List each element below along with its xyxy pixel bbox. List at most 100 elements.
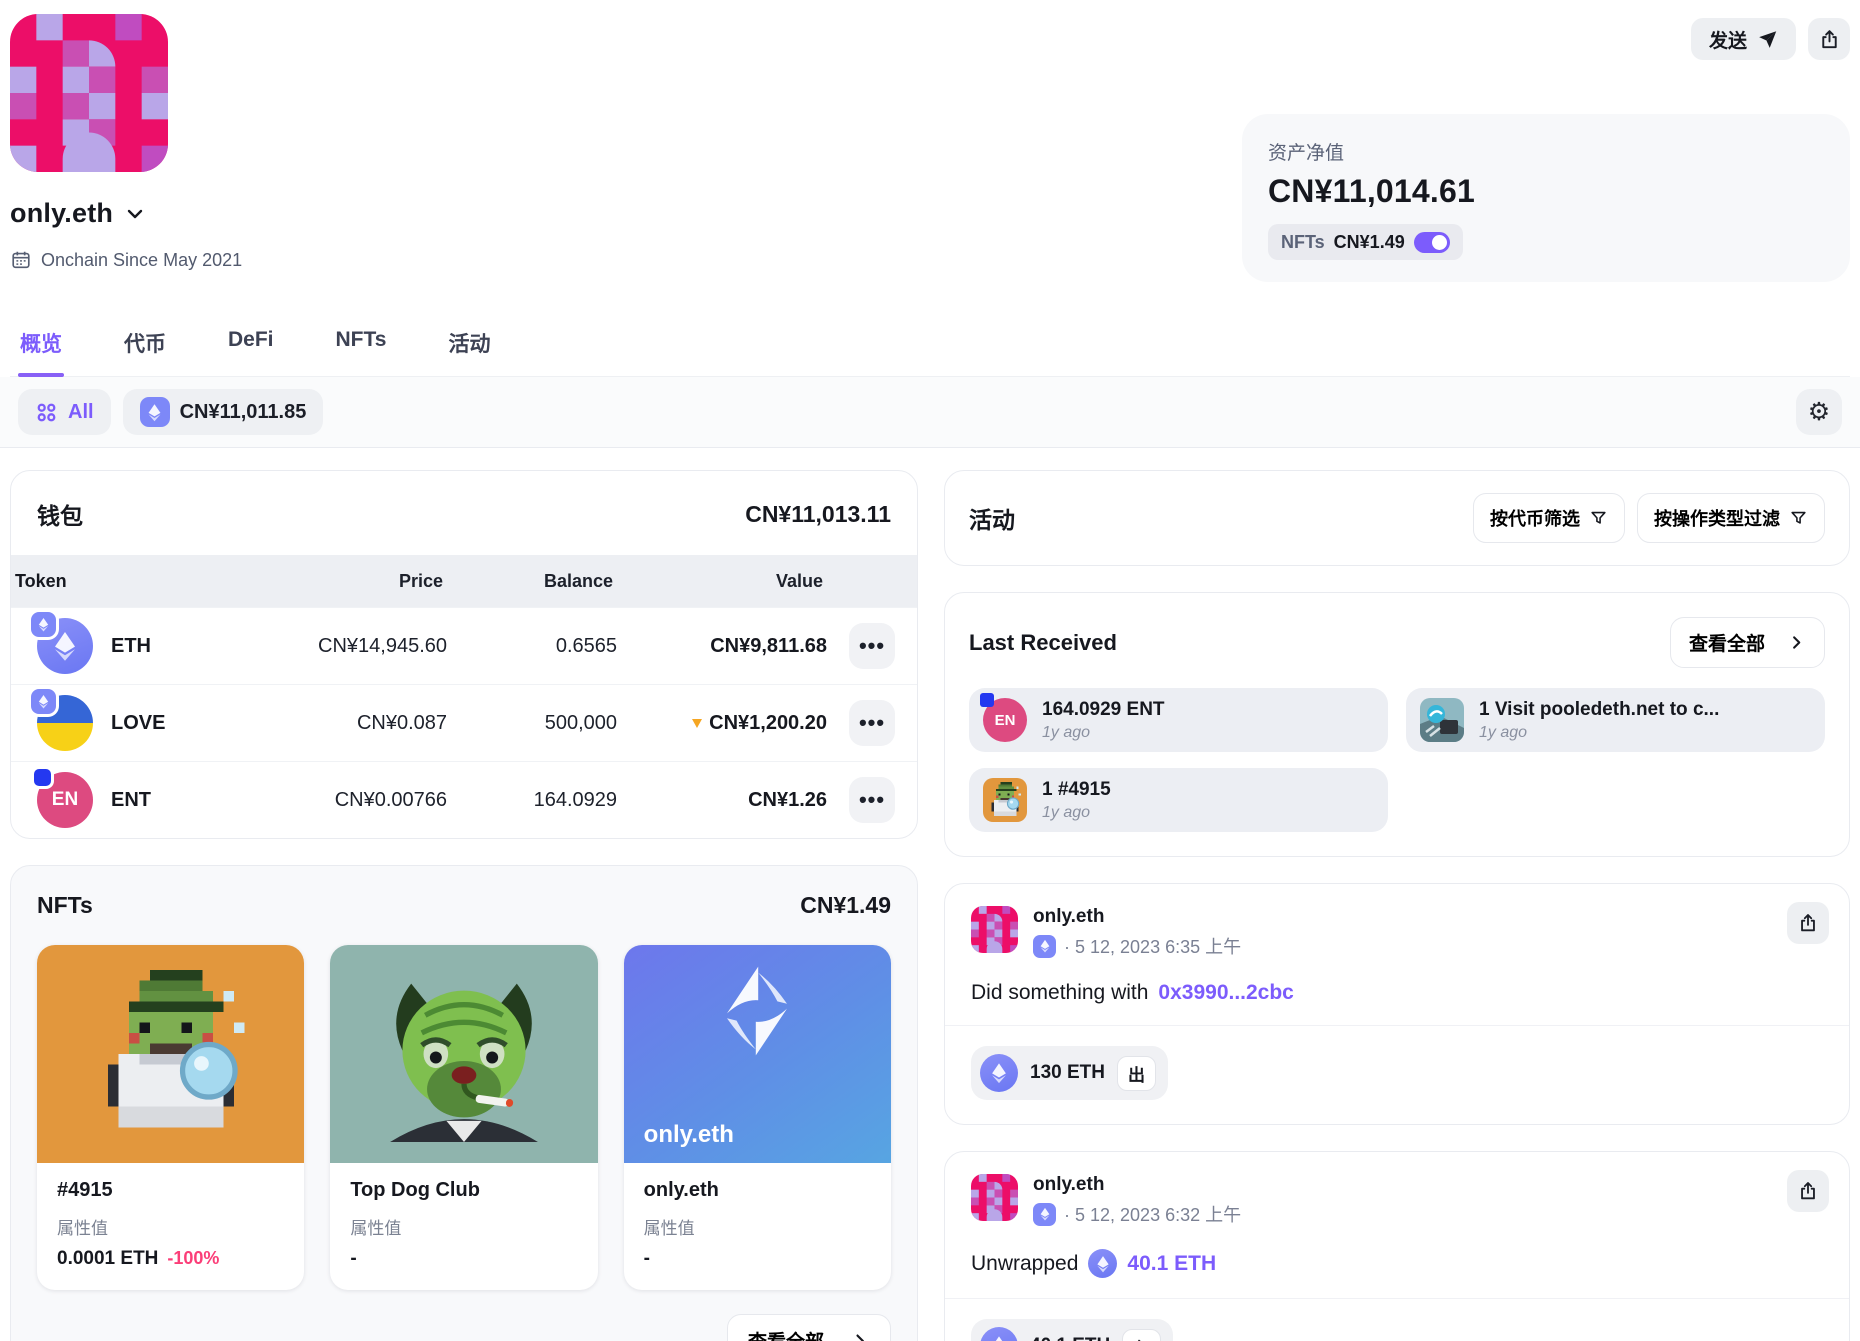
networth-card: 资产净值 CN¥11,014.61 NFTs CN¥1.49 <box>1242 114 1850 282</box>
divider <box>945 1025 1849 1026</box>
funnel-icon <box>1589 509 1608 528</box>
network-badge <box>980 693 994 707</box>
eth-icon <box>1088 1249 1118 1278</box>
profile-name-row[interactable]: only.eth <box>10 198 242 229</box>
share-icon <box>1818 28 1841 51</box>
tab-tokens[interactable]: 代币 <box>124 333 166 356</box>
table-row[interactable]: EN ENT CN¥0.00766 164.0929 CN¥1.26 ••• <box>11 761 917 838</box>
share-icon <box>1797 912 1819 934</box>
entry-amount: 40.1 ETH <box>1030 1335 1110 1341</box>
nfts-toggle[interactable] <box>1413 231 1450 253</box>
received-item-ent[interactable]: EN 164.0929 ENT 1y ago <box>969 688 1388 752</box>
topbar-right: 发送 资产净值 CN¥11,014.61 NFTs CN¥1.49 <box>1242 14 1850 282</box>
onchain-since-label: Onchain Since May 2021 <box>41 249 243 270</box>
share-profile-button[interactable] <box>1808 18 1850 60</box>
nfts-view-all-button[interactable]: 查看全部 <box>726 1314 891 1341</box>
entry-timestamp: · 5 12, 2023 6:35 上午 <box>1064 937 1242 957</box>
left-column: 钱包 CN¥11,013.11 Token Price Balance Valu… <box>10 470 918 1341</box>
trend-down-icon <box>692 718 703 728</box>
tab-defi[interactable]: DeFi <box>228 328 274 351</box>
ethereum-network-icon <box>1033 934 1056 958</box>
token-value: CN¥9,811.68 <box>710 634 827 657</box>
pooledeth-nft-thumbnail <box>1420 698 1464 742</box>
table-row[interactable]: ETH CN¥14,945.60 0.6565 CN¥9,811.68 ••• <box>11 607 917 684</box>
ethereum-total-chip[interactable]: CN¥11,011.85 <box>122 389 324 435</box>
token-menu-button[interactable]: ••• <box>849 777 895 823</box>
nfts-chip-value: CN¥1.49 <box>1333 231 1405 252</box>
nft-image-frog <box>37 945 305 1163</box>
token-price: CN¥0.087 <box>356 711 447 734</box>
received-item-time: 1y ago <box>1042 803 1091 821</box>
entry-address-link[interactable]: 0x3990...2cbc <box>1158 981 1294 1004</box>
nft-tile-only-eth[interactable]: only.eth only.eth 属性值 - <box>623 945 891 1290</box>
token-name: LOVE <box>111 711 166 734</box>
column-header-price: Price <box>398 570 443 591</box>
tab-activity[interactable]: 活动 <box>448 333 491 356</box>
chevron-right-icon <box>850 1331 870 1341</box>
chevron-down-icon[interactable] <box>123 202 147 226</box>
filter-by-token-button[interactable]: 按代币筛选 <box>1473 493 1625 543</box>
entry-account-name: only.eth <box>1033 1174 1105 1195</box>
onchain-since: Onchain Since May 2021 <box>10 249 242 271</box>
ethereum-network-badge <box>31 689 56 714</box>
filter-by-type-button[interactable]: 按操作类型过滤 <box>1637 493 1825 543</box>
networth-value: CN¥11,014.61 <box>1268 173 1476 209</box>
nfts-chip-label: NFTs <box>1281 231 1325 252</box>
entry-amount-chip[interactable]: 130 ETH 出 <box>971 1046 1168 1100</box>
nft-value: - <box>350 1248 357 1269</box>
nft-value: - <box>643 1248 650 1269</box>
last-received-view-all-button[interactable]: 查看全部 <box>1669 617 1825 668</box>
ent-token-icon: EN <box>34 769 93 828</box>
right-column: 活动 按代币筛选 按操作类型过滤 Last Received <box>944 470 1850 1341</box>
received-item-pooledeth[interactable]: 1 Visit pooledeth.net to c... 1y ago <box>1406 688 1825 752</box>
nft-name: #4915 <box>57 1179 113 1201</box>
nft-tile-top-dog-club[interactable]: Top Dog Club 属性值 - <box>330 945 598 1290</box>
all-networks-chip[interactable]: All <box>18 389 111 435</box>
token-price: CN¥0.00766 <box>334 788 447 811</box>
entry-share-button[interactable] <box>1787 1170 1829 1212</box>
nft-value: 0.0001 ETH <box>57 1248 159 1269</box>
nft-attr-label: 属性值 <box>643 1219 695 1238</box>
networth-label: 资产净值 <box>1268 143 1345 164</box>
nfts-card: NFTs CN¥1.49 #4915 属性值 0.0001 ETH <box>10 865 918 1341</box>
filter-by-token-label: 按代币筛选 <box>1490 509 1580 529</box>
entry-amount-chip[interactable]: 40.1 ETH 入 <box>971 1319 1174 1341</box>
received-item-time: 1y ago <box>1042 723 1091 741</box>
received-item-4915[interactable]: 1 #4915 1y ago <box>969 768 1388 832</box>
entry-amount-link[interactable]: 40.1 ETH <box>1127 1251 1217 1275</box>
actions-row: 发送 <box>1690 18 1850 60</box>
entry-share-button[interactable] <box>1787 902 1829 944</box>
frog-nft-thumbnail <box>983 778 1027 822</box>
send-button[interactable]: 发送 <box>1690 18 1796 60</box>
tabs-row: 概览 代币 DeFi NFTs 活动 <box>10 328 1850 377</box>
grid-icon <box>35 401 58 424</box>
direction-out-badge: 出 <box>1116 1055 1156 1091</box>
nft-tile-4915[interactable]: #4915 属性值 0.0001 ETH -100% <box>37 945 305 1290</box>
token-menu-button[interactable]: ••• <box>849 700 895 746</box>
wallet-total: CN¥11,013.11 <box>745 500 891 527</box>
funnel-icon <box>1789 509 1808 528</box>
token-price: CN¥14,945.60 <box>318 634 447 657</box>
ethereum-network-badge <box>31 612 56 637</box>
table-row[interactable]: LOVE CN¥0.087 500,000 CN¥1,200.20 ••• <box>11 684 917 761</box>
tab-overview[interactable]: 概览 <box>18 328 64 377</box>
entry-avatar <box>971 1174 1018 1221</box>
filter-chips: All CN¥11,011.85 <box>18 389 324 435</box>
entry-description: Unwrapped <box>971 1251 1079 1275</box>
paper-plane-icon <box>1757 29 1778 50</box>
token-name: ENT <box>111 788 151 811</box>
activity-header-card: 活动 按代币筛选 按操作类型过滤 <box>944 470 1850 566</box>
tab-nfts[interactable]: NFTs <box>335 328 387 351</box>
nft-attr-label: 属性值 <box>57 1219 108 1238</box>
all-chip-label: All <box>68 400 94 423</box>
token-value: CN¥1,200.20 <box>709 711 827 734</box>
direction-in-badge: 入 <box>1122 1328 1162 1341</box>
entry-avatar <box>971 906 1018 953</box>
ens-logo-icon <box>709 963 805 1059</box>
ethereum-icon <box>139 397 170 427</box>
nft-change: -100% <box>167 1248 220 1268</box>
token-menu-button[interactable]: ••• <box>849 623 895 669</box>
column-header-value: Value <box>775 570 823 591</box>
settings-button[interactable]: ⚙ <box>1796 389 1842 435</box>
share-icon <box>1797 1180 1819 1202</box>
